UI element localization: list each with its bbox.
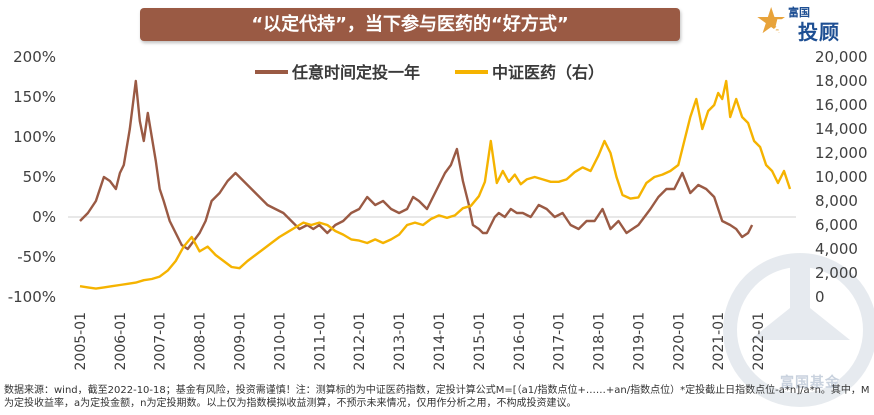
x-tick-label: 2019-01	[631, 312, 647, 371]
y-right-tick-label: 8,000	[815, 192, 858, 210]
x-tick-label: 2020-01	[671, 312, 687, 371]
x-tick-label: 2014-01	[432, 312, 448, 371]
y-left-tick-label: 200%	[13, 48, 56, 66]
legend-return: 任意时间定投一年	[291, 63, 420, 82]
x-tick-label: 2012-01	[352, 312, 368, 371]
y-right-tick-label: 10,000	[815, 168, 868, 186]
x-tick-label: 2016-01	[512, 312, 528, 371]
x-tick-label: 2022-01	[751, 312, 767, 371]
series-line-index	[79, 79, 792, 290]
x-tick-label: 2005-01	[73, 312, 89, 371]
y-left-tick-label: -50%	[17, 248, 56, 266]
y-right-tick-label: 16,000	[815, 96, 868, 114]
footnote: 数据来源：wind，截至2022-10-18；基金有风险，投资需谨慎！注：测算标…	[4, 385, 870, 409]
y-right-tick-label: 6,000	[815, 216, 858, 234]
x-tick-label: 2021-01	[711, 312, 727, 371]
x-tick-label: 2006-01	[113, 312, 129, 371]
x-tick-label: 2017-01	[552, 312, 568, 371]
y-right-tick-label: 14,000	[815, 120, 868, 138]
x-tick-label: 2009-01	[233, 312, 249, 371]
watermark-logo-icon	[723, 253, 874, 407]
y-right-tick-label: 12,000	[815, 144, 868, 162]
y-left-tick-label: 150%	[13, 88, 56, 106]
y-left-tick-label: -100%	[8, 288, 56, 306]
y-right-tick-label: 18,000	[815, 72, 868, 90]
x-tick-label: 2011-01	[312, 312, 328, 371]
x-tick-label: 2008-01	[193, 312, 209, 371]
x-tick-label: 2018-01	[592, 312, 608, 371]
x-tick-label: 2010-01	[272, 312, 288, 371]
legend-index: 中证医药（右）	[492, 63, 604, 82]
y-left-tick-label: 100%	[13, 128, 56, 146]
x-tick-label: 2007-01	[153, 312, 169, 371]
y-right-tick-label: 0	[815, 288, 825, 306]
series-line-return	[79, 79, 754, 251]
logo-brand-big: 投顾	[798, 20, 840, 44]
x-tick-label: 2013-01	[392, 312, 408, 371]
y-right-tick-label: 4,000	[815, 240, 858, 258]
watermark-text: 富国基金	[780, 375, 840, 391]
y-left-tick-label: 50%	[23, 168, 56, 186]
logo-star-char: 星	[771, 18, 789, 39]
chart-title: “以定代持”，当下参与医药的“好方式”	[251, 14, 569, 35]
logo-brand-small: 富国	[788, 6, 810, 19]
y-right-tick-label: 20,000	[815, 48, 868, 66]
y-left-tick-label: 0%	[32, 208, 56, 226]
x-tick-label: 2015-01	[472, 312, 488, 371]
title-banner: “以定代持”，当下参与医药的“好方式”	[140, 8, 680, 41]
y-right-tick-label: 2,000	[815, 264, 858, 282]
star-icon: ★	[755, 1, 788, 42]
